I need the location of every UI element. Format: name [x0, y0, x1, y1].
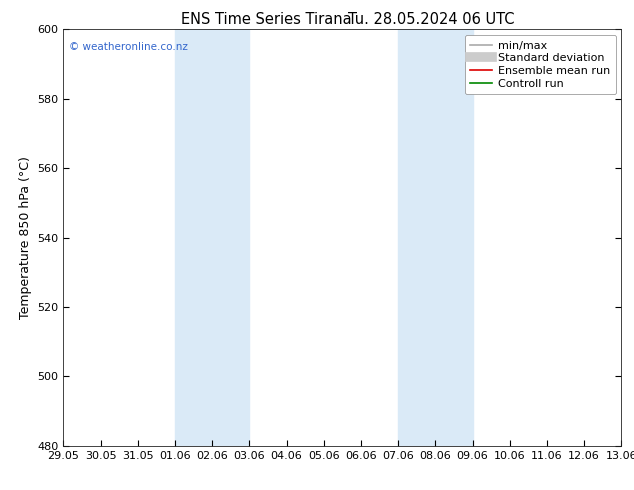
- Text: ENS Time Series Tirana: ENS Time Series Tirana: [181, 12, 352, 27]
- Y-axis label: Temperature 850 hPa (°C): Temperature 850 hPa (°C): [19, 156, 32, 319]
- Bar: [398, 29, 472, 446]
- Legend: min/max, Standard deviation, Ensemble mean run, Controll run: min/max, Standard deviation, Ensemble me…: [465, 35, 616, 95]
- Text: © weatheronline.co.nz: © weatheronline.co.nz: [69, 42, 188, 52]
- Text: Tu. 28.05.2024 06 UTC: Tu. 28.05.2024 06 UTC: [348, 12, 514, 27]
- Bar: [175, 29, 249, 446]
